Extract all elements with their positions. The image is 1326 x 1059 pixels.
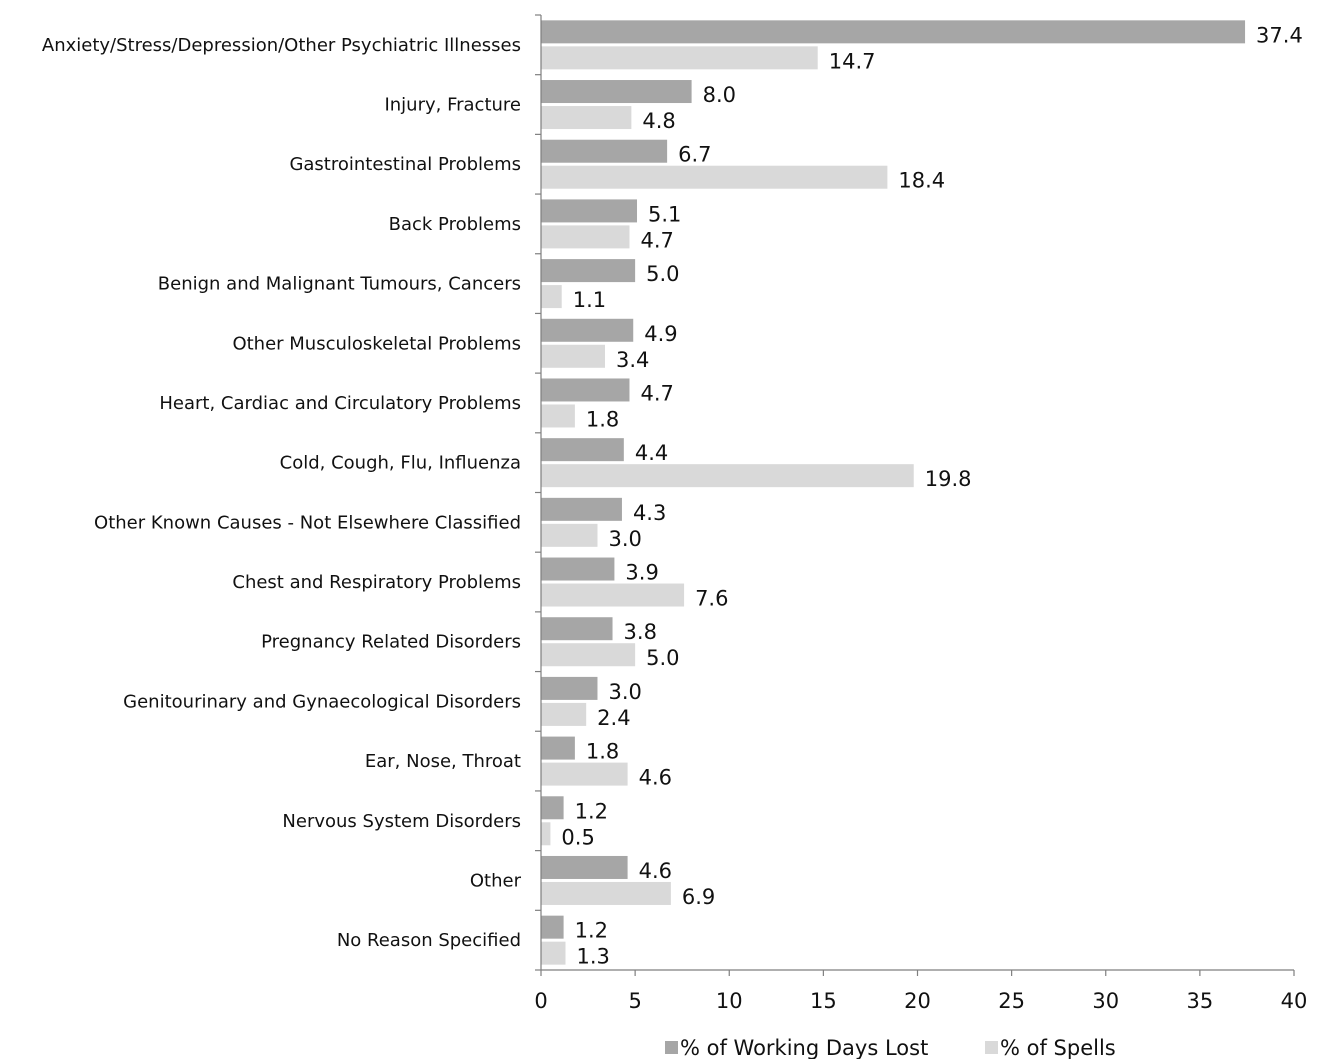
category-label-anxiety-stress-depression-other-psychiatric-illnesses: Anxiety/Stress/Depression/Other Psychiat… <box>42 35 521 56</box>
x-tick-label-15: 15 <box>810 989 837 1013</box>
x-tick-label-10: 10 <box>716 989 743 1013</box>
data-label-of-working-days-lost-benign-and-malignant-tumours-cancers: 5.0 <box>646 262 679 286</box>
bar-of-working-days-lost-injury-fracture <box>541 80 692 104</box>
legend: % of Working Days Lost % of Spells <box>665 1036 1116 1059</box>
data-labels-group: 37.414.78.04.86.718.45.14.75.01.14.93.44… <box>561 23 1302 968</box>
bar-of-working-days-lost-back-problems <box>541 199 638 223</box>
category-label-benign-and-malignant-tumours-cancers: Benign and Malignant Tumours, Cancers <box>158 274 521 295</box>
category-label-other-musculoskeletal-problems: Other Musculoskeletal Problems <box>232 333 521 354</box>
category-label-chest-and-respiratory-problems: Chest and Respiratory Problems <box>232 572 521 593</box>
data-label-of-working-days-lost-anxiety-stress-depression-other-psychiatric-illnesses: 37.4 <box>1256 23 1303 47</box>
data-label-of-working-days-lost-genitourinary-and-gynaecological-disorders: 3.0 <box>608 680 641 704</box>
bar-of-spells-nervous-system-disorders <box>541 822 551 846</box>
bar-of-spells-no-reason-specified <box>541 941 566 965</box>
bar-of-spells-genitourinary-and-gynaecological-disorders <box>541 702 587 726</box>
data-label-of-working-days-lost-no-reason-specified: 1.2 <box>575 919 608 943</box>
category-label-cold-cough-flu-influenza: Cold, Cough, Flu, Influenza <box>280 453 521 474</box>
data-label-of-working-days-lost-chest-and-respiratory-problems: 3.9 <box>625 561 658 585</box>
bar-of-spells-heart-cardiac-and-circulatory-problems <box>541 404 575 428</box>
bar-of-working-days-lost-other-musculoskeletal-problems <box>541 318 634 342</box>
legend-swatch-of-spells <box>985 1041 998 1054</box>
category-label-gastrointestinal-problems: Gastrointestinal Problems <box>289 154 521 175</box>
category-labels-group: Anxiety/Stress/Depression/Other Psychiat… <box>42 35 522 951</box>
axes-group: 0 5 10 15 20 25 30 35 40 <box>534 14 1308 1013</box>
data-label-of-working-days-lost-other-known-causes-not-elsewhere-classified: 4.3 <box>633 501 666 525</box>
legend-label-of-spells: % of Spells <box>1000 1036 1116 1059</box>
data-label-of-spells-nervous-system-disorders: 0.5 <box>561 825 594 849</box>
bar-of-spells-chest-and-respiratory-problems <box>541 583 685 607</box>
data-label-of-spells-injury-fracture: 4.8 <box>642 109 675 133</box>
data-label-of-spells-pregnancy-related-disorders: 5.0 <box>646 646 679 670</box>
bar-of-working-days-lost-chest-and-respiratory-problems <box>541 557 615 581</box>
data-label-of-working-days-lost-gastrointestinal-problems: 6.7 <box>678 143 711 167</box>
x-tick-label-20: 20 <box>904 989 931 1013</box>
bar-of-spells-injury-fracture <box>541 106 632 130</box>
category-label-genitourinary-and-gynaecological-disorders: Genitourinary and Gynaecological Disorde… <box>123 691 521 712</box>
bar-of-spells-pregnancy-related-disorders <box>541 643 636 667</box>
category-label-heart-cardiac-and-circulatory-problems: Heart, Cardiac and Circulatory Problems <box>159 393 521 414</box>
data-label-of-working-days-lost-ear-nose-throat: 1.8 <box>586 740 619 764</box>
data-label-of-spells-genitourinary-and-gynaecological-disorders: 2.4 <box>597 706 630 730</box>
data-label-of-working-days-lost-injury-fracture: 8.0 <box>703 83 736 107</box>
data-label-of-working-days-lost-heart-cardiac-and-circulatory-problems: 4.7 <box>640 381 673 405</box>
bar-of-working-days-lost-cold-cough-flu-influenza <box>541 438 624 462</box>
bar-of-working-days-lost-no-reason-specified <box>541 915 564 939</box>
bars-group <box>541 20 1246 965</box>
x-tick-label-40: 40 <box>1281 989 1308 1013</box>
data-label-of-working-days-lost-other: 4.6 <box>639 859 672 883</box>
bar-of-spells-anxiety-stress-depression-other-psychiatric-illnesses <box>541 46 818 70</box>
bar-of-working-days-lost-other <box>541 855 628 879</box>
x-tick-label-0: 0 <box>534 989 547 1013</box>
bar-of-spells-other-musculoskeletal-problems <box>541 344 606 368</box>
bar-of-working-days-lost-heart-cardiac-and-circulatory-problems <box>541 378 630 402</box>
data-label-of-spells-anxiety-stress-depression-other-psychiatric-illnesses: 14.7 <box>829 49 876 73</box>
data-label-of-spells-benign-and-malignant-tumours-cancers: 1.1 <box>573 288 606 312</box>
data-label-of-spells-gastrointestinal-problems: 18.4 <box>898 169 945 193</box>
bar-of-spells-benign-and-malignant-tumours-cancers <box>541 285 562 309</box>
bar-of-working-days-lost-nervous-system-disorders <box>541 796 564 820</box>
data-label-of-spells-other-musculoskeletal-problems: 3.4 <box>616 348 649 372</box>
data-label-of-spells-no-reason-specified: 1.3 <box>576 945 609 969</box>
category-label-other-known-causes-not-elsewhere-classified: Other Known Causes - Not Elsewhere Class… <box>94 512 521 533</box>
bar-of-spells-cold-cough-flu-influenza <box>541 464 914 488</box>
data-label-of-working-days-lost-back-problems: 5.1 <box>648 202 681 226</box>
category-label-no-reason-specified: No Reason Specified <box>337 930 521 951</box>
bar-of-working-days-lost-other-known-causes-not-elsewhere-classified <box>541 497 622 521</box>
x-tick-label-30: 30 <box>1092 989 1119 1013</box>
data-label-of-working-days-lost-other-musculoskeletal-problems: 4.9 <box>644 322 677 346</box>
x-tick-label-5: 5 <box>628 989 641 1013</box>
category-label-pregnancy-related-disorders: Pregnancy Related Disorders <box>261 632 521 653</box>
bar-of-spells-back-problems <box>541 225 630 249</box>
data-label-of-spells-ear-nose-throat: 4.6 <box>639 766 672 790</box>
data-label-of-spells-cold-cough-flu-influenza: 19.8 <box>925 467 972 491</box>
data-label-of-working-days-lost-nervous-system-disorders: 1.2 <box>575 799 608 823</box>
legend-label-of-working-days-lost: % of Working Days Lost <box>680 1036 928 1059</box>
category-label-ear-nose-throat: Ear, Nose, Throat <box>365 751 521 772</box>
data-label-of-spells-other-known-causes-not-elsewhere-classified: 3.0 <box>608 527 641 551</box>
x-tick-label-25: 25 <box>998 989 1025 1013</box>
bar-of-working-days-lost-gastrointestinal-problems <box>541 139 668 163</box>
category-label-nervous-system-disorders: Nervous System Disorders <box>282 811 521 832</box>
data-label-of-spells-heart-cardiac-and-circulatory-problems: 1.8 <box>586 407 619 431</box>
category-label-other: Other <box>470 870 522 891</box>
data-label-of-spells-chest-and-respiratory-problems: 7.6 <box>695 587 728 611</box>
data-label-of-working-days-lost-cold-cough-flu-influenza: 4.4 <box>635 441 668 465</box>
data-label-of-working-days-lost-pregnancy-related-disorders: 3.8 <box>624 620 657 644</box>
category-label-back-problems: Back Problems <box>389 214 521 235</box>
bar-of-spells-ear-nose-throat <box>541 762 628 786</box>
bar-of-working-days-lost-pregnancy-related-disorders <box>541 617 613 641</box>
legend-swatch-of-working-days-lost <box>665 1041 678 1054</box>
bar-of-working-days-lost-benign-and-malignant-tumours-cancers <box>541 259 636 283</box>
bar-of-working-days-lost-anxiety-stress-depression-other-psychiatric-illnesses <box>541 20 1246 44</box>
bar-of-working-days-lost-genitourinary-and-gynaecological-disorders <box>541 676 598 700</box>
data-label-of-spells-other: 6.9 <box>682 885 715 909</box>
data-label-of-spells-back-problems: 4.7 <box>640 228 673 252</box>
bar-of-working-days-lost-ear-nose-throat <box>541 736 575 760</box>
bar-of-spells-other-known-causes-not-elsewhere-classified <box>541 523 598 547</box>
category-label-injury-fracture: Injury, Fracture <box>384 95 521 116</box>
bar-of-spells-other <box>541 881 671 905</box>
bar-of-spells-gastrointestinal-problems <box>541 165 888 189</box>
x-tick-label-35: 35 <box>1187 989 1214 1013</box>
